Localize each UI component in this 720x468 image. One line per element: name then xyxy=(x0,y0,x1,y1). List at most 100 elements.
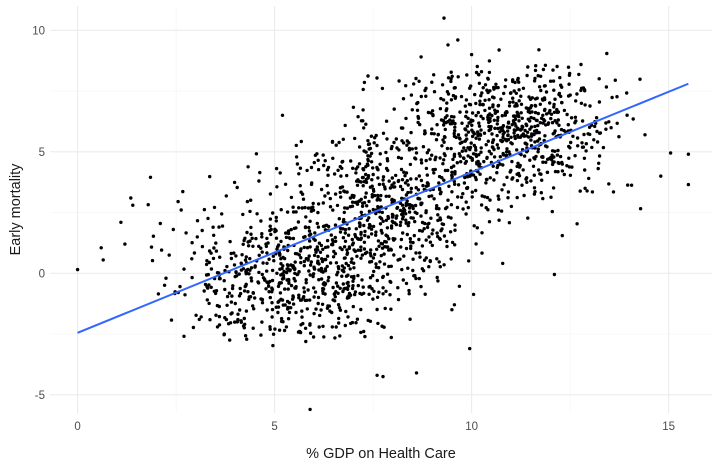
data-point xyxy=(254,236,258,241)
data-point xyxy=(214,249,219,253)
data-point xyxy=(331,156,335,160)
data-point xyxy=(343,286,347,291)
data-point xyxy=(453,172,457,176)
data-point xyxy=(590,145,594,150)
data-point xyxy=(541,113,545,118)
data-point xyxy=(317,268,321,272)
data-point xyxy=(361,87,365,92)
data-point xyxy=(506,190,511,194)
data-point xyxy=(625,113,629,117)
data-point xyxy=(295,162,300,166)
data-point xyxy=(466,205,470,210)
data-point xyxy=(343,206,347,210)
data-point xyxy=(358,291,362,296)
data-point xyxy=(292,276,296,281)
data-point xyxy=(346,287,350,291)
data-point xyxy=(287,281,291,285)
data-point xyxy=(540,97,545,101)
data-point xyxy=(481,102,485,107)
data-point xyxy=(462,181,467,185)
data-point xyxy=(503,84,507,89)
data-point xyxy=(243,284,247,289)
data-point xyxy=(257,253,261,257)
data-point xyxy=(417,276,421,281)
data-point xyxy=(424,158,428,163)
data-point xyxy=(534,154,538,159)
data-point xyxy=(455,161,459,165)
data-point xyxy=(214,241,218,245)
data-point xyxy=(488,176,492,180)
data-point xyxy=(274,215,278,220)
data-point xyxy=(268,295,272,300)
data-point xyxy=(487,98,491,102)
data-point xyxy=(496,208,501,212)
data-point xyxy=(328,196,332,201)
data-point xyxy=(238,286,242,291)
data-point xyxy=(283,287,287,291)
data-point xyxy=(463,139,467,143)
data-point xyxy=(485,88,489,92)
data-point xyxy=(398,223,402,228)
data-point xyxy=(176,199,180,204)
data-point xyxy=(392,181,396,185)
data-point xyxy=(638,77,642,81)
data-point xyxy=(336,291,340,295)
data-point xyxy=(376,193,380,198)
data-point xyxy=(560,85,564,89)
data-point xyxy=(414,146,418,150)
data-point xyxy=(389,280,393,284)
data-point xyxy=(532,129,537,133)
data-point xyxy=(520,133,524,138)
data-point xyxy=(404,281,409,286)
data-point xyxy=(449,146,453,151)
data-point xyxy=(294,286,298,290)
x-tick-label: 5 xyxy=(271,421,277,433)
data-point xyxy=(409,130,413,135)
data-point xyxy=(520,183,524,187)
data-point xyxy=(477,124,482,128)
data-point xyxy=(638,207,643,211)
data-point xyxy=(413,210,417,214)
data-point xyxy=(305,168,309,173)
data-point xyxy=(359,197,363,201)
data-point xyxy=(321,324,325,328)
data-point xyxy=(324,223,329,227)
data-point xyxy=(511,176,515,180)
data-point xyxy=(373,193,377,198)
data-point xyxy=(334,281,339,285)
data-point xyxy=(566,123,570,127)
data-point xyxy=(195,219,200,223)
data-point xyxy=(378,152,382,156)
data-point xyxy=(316,167,321,172)
data-point xyxy=(336,284,340,288)
data-point xyxy=(368,185,373,189)
data-point xyxy=(265,236,269,241)
data-point xyxy=(519,111,523,115)
data-point xyxy=(407,221,411,225)
data-point xyxy=(457,284,462,288)
data-point xyxy=(330,139,335,144)
data-point xyxy=(273,229,277,234)
data-point xyxy=(363,233,367,238)
data-point xyxy=(406,183,410,187)
data-point xyxy=(230,286,235,291)
data-point xyxy=(445,205,449,209)
data-point xyxy=(449,79,453,84)
data-point xyxy=(458,110,462,114)
data-point xyxy=(364,191,368,195)
data-point xyxy=(445,239,449,244)
data-point xyxy=(413,274,417,278)
data-point xyxy=(552,102,556,107)
data-point xyxy=(445,90,450,94)
data-point xyxy=(479,114,483,119)
data-point xyxy=(510,159,514,164)
data-point xyxy=(516,133,520,138)
data-point xyxy=(376,196,380,200)
data-point xyxy=(302,264,306,268)
data-point xyxy=(400,187,405,192)
data-point xyxy=(313,248,318,252)
data-point xyxy=(525,180,529,184)
data-point xyxy=(247,297,251,302)
data-point xyxy=(276,305,281,309)
data-point xyxy=(311,274,315,279)
